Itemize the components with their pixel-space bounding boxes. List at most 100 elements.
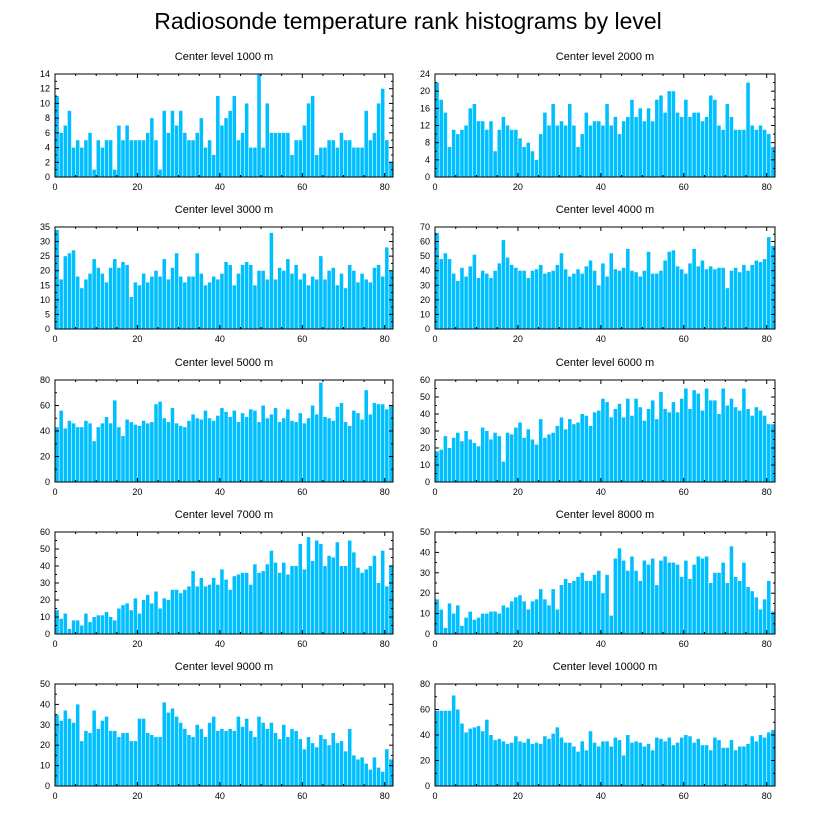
panel-10-bar	[725, 747, 730, 786]
panel-2-bar	[758, 125, 763, 177]
panel-10-bar	[592, 742, 597, 786]
panel-10-bar	[605, 741, 609, 787]
panel-10-bar	[580, 741, 584, 787]
panel-8-bar	[742, 562, 746, 634]
panel-3-bar	[216, 279, 220, 329]
panel-10-bar	[597, 746, 601, 786]
panel-5-bar	[170, 408, 175, 482]
panel-6-bar	[671, 402, 676, 482]
panel-6-bar	[767, 424, 771, 482]
panel-3-ytick-label: 15	[40, 280, 50, 290]
panel-8-xtick-label: 40	[596, 639, 606, 649]
panel-4-bar	[435, 232, 439, 329]
panel-3-bar	[277, 267, 282, 329]
panel-5-bar	[236, 422, 241, 482]
panel-10-bar	[443, 710, 448, 786]
panel-2-bar	[443, 112, 448, 178]
panel-9-bar	[170, 708, 175, 786]
panel-1-bar	[273, 132, 278, 177]
panel-4-bar	[613, 269, 618, 329]
panel-9-bar	[207, 722, 212, 786]
panel-4-bar	[543, 273, 547, 329]
panel-7-bar	[273, 562, 278, 634]
panel-5-bar	[269, 414, 274, 482]
panel-8-bar	[460, 625, 464, 634]
panel-6-xtick-label: 60	[679, 487, 689, 497]
panel-5-bar	[55, 427, 59, 482]
panel-10-bar	[584, 750, 589, 786]
panel-5-xtick-label: 60	[297, 487, 307, 497]
panel-4-xtick-label: 40	[596, 334, 606, 344]
panel-1-bar	[360, 147, 364, 177]
panel-1-bar	[113, 169, 117, 177]
panel-7-bar	[162, 598, 166, 634]
panel-8-bar	[671, 562, 676, 634]
panel-10-bar	[713, 737, 717, 786]
panel-1-bar	[347, 140, 352, 177]
panel-10-bar	[737, 746, 742, 786]
panel-9-bar	[133, 741, 138, 786]
panel-6-bar	[684, 388, 688, 482]
panel-9-bar	[203, 737, 208, 786]
panel-4-bar	[501, 240, 506, 329]
panel-10-bar	[588, 731, 593, 786]
panel-3-bar	[137, 285, 142, 329]
panel-1-bar	[150, 118, 154, 177]
panel-8-bar	[530, 601, 535, 634]
panel-8-bar	[617, 548, 622, 634]
panel-7-xtick-label: 40	[215, 639, 225, 649]
panel-3-bar	[71, 250, 76, 329]
panel-10-bar	[522, 742, 526, 786]
panel-5-ytick-label: 20	[40, 452, 50, 462]
panel-9-bar	[63, 710, 68, 786]
panel-4-bar	[742, 264, 746, 329]
panel-1-bar	[59, 132, 63, 177]
panel-4-ytick-label: 20	[420, 295, 430, 305]
panel-3-bar	[158, 276, 162, 329]
panel-5-bar	[228, 416, 232, 482]
panel-3-bar	[352, 270, 356, 329]
panel-4-ytick-label: 30	[420, 280, 430, 290]
panel-9-bar	[343, 751, 348, 786]
panel-7-title: Center level 7000 m	[175, 509, 273, 521]
panel-10-bar	[439, 710, 443, 786]
panel-2-bar	[642, 121, 647, 177]
panel-1-bar	[232, 96, 237, 177]
panel-7-ytick-label: 20	[40, 595, 50, 605]
panel-1-bar	[339, 132, 344, 177]
panel-6-bar	[518, 422, 522, 482]
panel-4-ytick-label: 10	[420, 309, 430, 319]
panel-5-bar	[104, 416, 109, 482]
panel-2-bar	[634, 116, 638, 177]
panel-9-bar	[380, 771, 385, 786]
panel-2-bar	[771, 146, 775, 177]
panel-1-bar	[290, 154, 294, 177]
panel-7-bar	[158, 608, 162, 634]
panel-10-bar	[634, 741, 638, 787]
panel-8-bar	[713, 572, 717, 634]
panel-1-xtick-label: 0	[52, 182, 57, 192]
panel-10-bar	[679, 737, 684, 786]
panel-9-ytick-label: 50	[40, 679, 50, 689]
panel-2-bar	[580, 134, 584, 177]
panel-4-bar	[746, 270, 750, 329]
panel-7-bar	[113, 620, 117, 634]
panel-2-bar	[659, 95, 663, 177]
panel-1-bar	[55, 96, 59, 177]
panel-10-bar	[638, 742, 643, 786]
panel-5-bar	[257, 422, 261, 482]
panel-1-bar	[100, 147, 105, 177]
panel-10-bar	[750, 736, 754, 786]
panel-2-bar	[505, 125, 510, 177]
panel-6-ytick-label: 40	[420, 409, 430, 419]
panel-9-bar	[117, 737, 121, 786]
panel-10-bar	[480, 731, 485, 786]
panel-9-bar	[158, 737, 162, 786]
panel-5-bar	[125, 419, 129, 482]
panel-7-bar	[277, 572, 282, 634]
panel-3-bar	[170, 267, 175, 329]
panel-5-bar	[249, 409, 253, 482]
panel-10-bar	[667, 737, 672, 786]
panel-4-bar	[518, 270, 522, 329]
panel-4-bar	[729, 270, 734, 329]
